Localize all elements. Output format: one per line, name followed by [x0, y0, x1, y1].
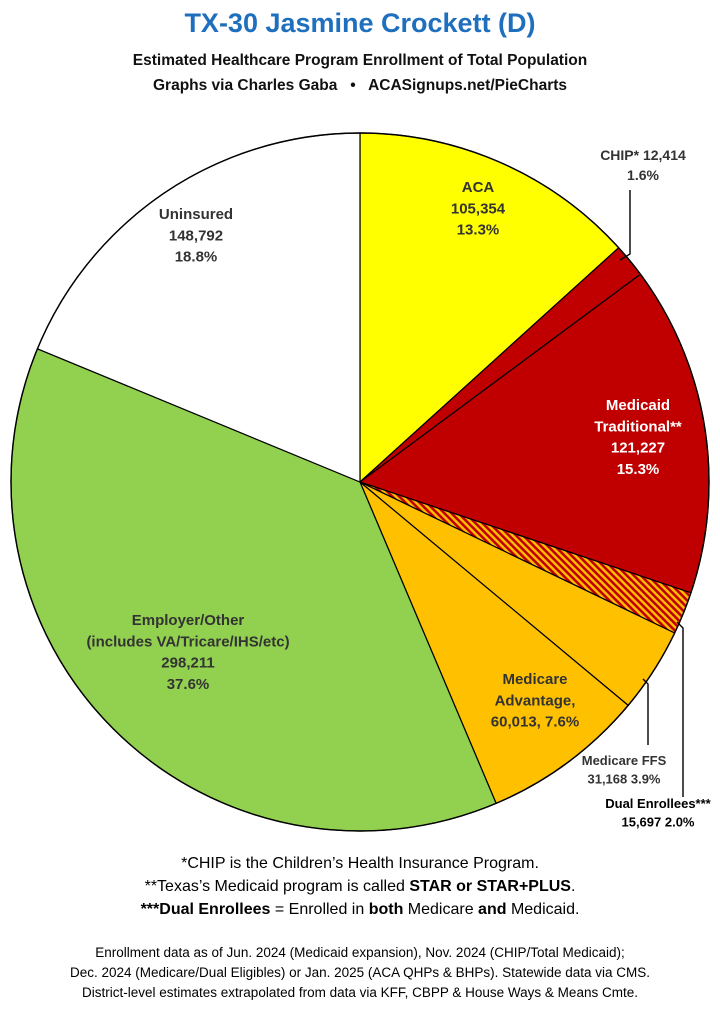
chart-credit-line: Graphs via Charles Gaba • ACASignups.net… [0, 77, 720, 95]
leader-line [676, 621, 684, 797]
footnote-medicaid-text: **Texas’s Medicaid program is called [144, 878, 410, 895]
footnote-medicaid-name: STAR or STAR+PLUS [409, 878, 571, 895]
slice-label-medicare-ffs: Medicare FFS 31,168 3.9% [582, 753, 667, 786]
slice-label-medicare-advantage: Medicare Advantage, 60,013, 7.6% [491, 671, 579, 731]
footnote-dual-text-b: Medicare [403, 901, 479, 918]
footnote-dual-text-a: = Enrolled in [270, 901, 369, 918]
footnote-dual: ***Dual Enrollees = Enrolled in both Med… [0, 898, 720, 921]
footnote-chip: *CHIP is the Children’s Health Insurance… [181, 855, 539, 872]
credit-text: Graphs via Charles Gaba [152, 77, 338, 94]
footnote-dual-both: both [368, 901, 404, 918]
footnotes: *CHIP is the Children’s Health Insurance… [0, 852, 720, 921]
leader-line [642, 678, 649, 745]
source-line-1: Enrollment data as of Jun. 2024 (Medicai… [95, 945, 625, 960]
leader-line [619, 190, 631, 261]
slice-label-medicaid-traditional: Medicaid Traditional** 121,227 15.3% [594, 397, 682, 478]
footnote-dual-text-c: Medicaid. [506, 901, 580, 918]
slice-label-aca: ACA 105,354 13.3% [451, 179, 506, 239]
source-notes: Enrollment data as of Jun. 2024 (Medicai… [0, 943, 720, 1003]
footnote-dual-term: ***Dual Enrollees [140, 901, 271, 918]
slice-label-chip: CHIP* 12,414 1.6% [600, 147, 686, 183]
pie-outline [10, 132, 710, 832]
footnote-dual-and: and [478, 901, 507, 918]
slice-label-employer-other-includes-va-tricare-ihs-etc: Employer/Other (includes VA/Tricare/IHS/e… [86, 612, 289, 693]
chart-title: TX-30 Jasmine Crockett (D) [184, 8, 536, 38]
footnote-medicaid-end: . [570, 878, 576, 895]
chart-subtitle: Estimated Healthcare Program Enrollment … [132, 52, 588, 69]
slice-label-uninsured: Uninsured 148,792 18.8% [159, 206, 233, 266]
site-url: ACASignups.net/PieCharts [368, 77, 568, 94]
slice-label-dual-enrollees: Dual Enrollees*** 15,697 2.0% [605, 796, 711, 829]
bullet-separator: • [350, 77, 356, 94]
footnote-medicaid: **Texas’s Medicaid program is called STA… [0, 875, 720, 898]
source-line-3: District-level estimates extrapolated fr… [82, 985, 638, 1000]
source-line-2: Dec. 2024 (Medicare/Dual Eligibles) or J… [70, 965, 650, 980]
